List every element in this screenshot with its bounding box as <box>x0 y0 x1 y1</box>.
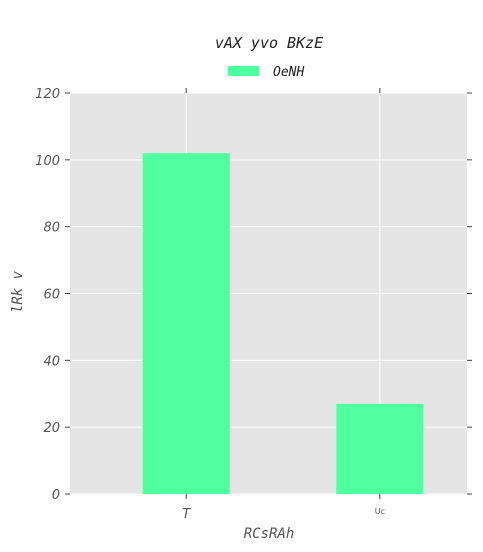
ticks: 0 20 40 60 80 100 120 T Uc <box>35 87 472 522</box>
legend: OeNH <box>228 65 304 80</box>
y-tick-label: 100 <box>35 154 60 169</box>
x-tick-label: Uc <box>375 507 385 516</box>
bars <box>142 153 424 494</box>
bar <box>336 403 424 494</box>
y-tick-label: 40 <box>43 354 60 369</box>
y-tick-label: 120 <box>35 87 60 102</box>
y-axis-label: lRk v <box>10 270 26 313</box>
x-tick-label: T <box>182 507 191 522</box>
chart-title: vAX yvo BKzE <box>215 34 323 52</box>
y-tick-label: 0 <box>52 488 60 503</box>
y-tick-label: 80 <box>43 221 60 236</box>
y-tick-label: 60 <box>43 288 60 303</box>
bar <box>142 153 230 494</box>
y-tick-label: 20 <box>43 421 60 436</box>
x-axis-label: RCsRAh <box>244 526 295 542</box>
legend-swatch <box>228 66 259 76</box>
legend-label: OeNH <box>273 65 304 80</box>
